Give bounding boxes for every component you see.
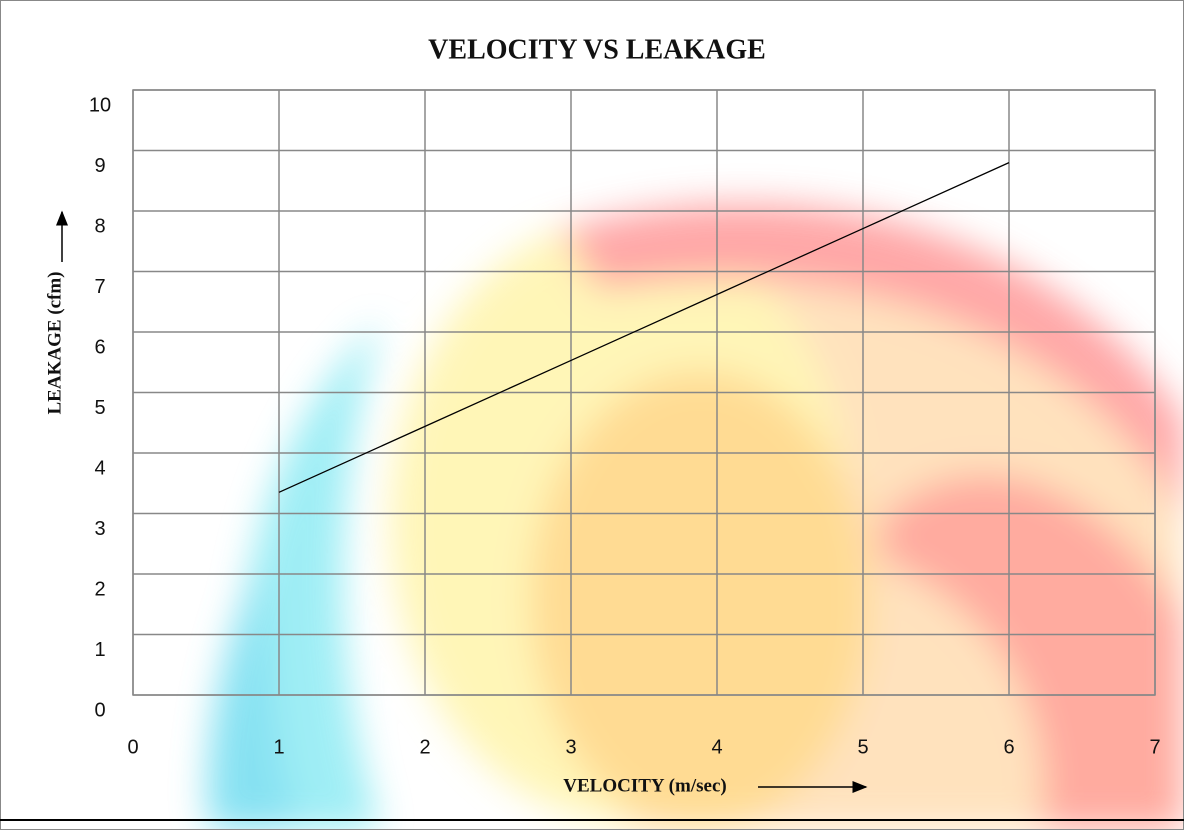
x-tick-label: 4 <box>711 736 722 758</box>
y-tick-label: 6 <box>94 336 105 358</box>
y-tick-label: 5 <box>94 397 105 419</box>
x-tick-label: 1 <box>273 736 284 758</box>
y-tick-label: 10 <box>89 94 111 116</box>
background-art <box>207 203 1184 830</box>
y-tick-label: 2 <box>94 578 105 600</box>
y-tick-label: 7 <box>94 276 105 298</box>
y-tick-label: 3 <box>94 518 105 540</box>
x-tick-label: 7 <box>1149 736 1160 758</box>
chart-title: VELOCITY VS LEAKAGE <box>428 34 766 65</box>
x-tick-label: 0 <box>127 736 138 758</box>
x-tick-label: 6 <box>1003 736 1014 758</box>
y-tick-label: 9 <box>94 155 105 177</box>
y-tick-label: 8 <box>94 215 105 237</box>
x-tick-label: 3 <box>565 736 576 758</box>
x-tick-label: 5 <box>857 736 868 758</box>
x-axis-label: VELOCITY (m/sec) <box>563 775 726 796</box>
y-tick-label: 0 <box>94 699 105 721</box>
x-tick-label: 2 <box>419 736 430 758</box>
y-tick-label: 4 <box>94 457 105 479</box>
y-tick-label: 1 <box>94 639 105 661</box>
data-line <box>278 162 1010 493</box>
y-axis-label: LEAKAGE (cfm) <box>44 271 65 414</box>
